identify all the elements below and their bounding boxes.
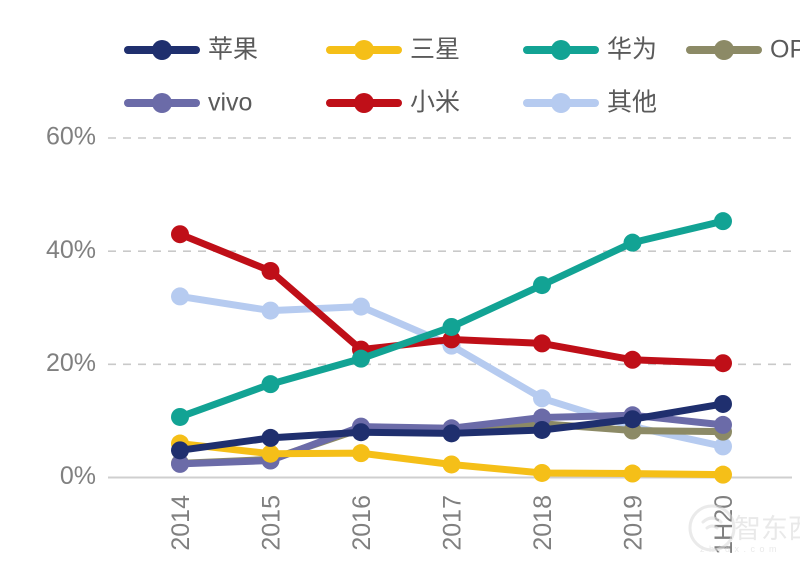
watermark-sub-text: z h i d x . c o m xyxy=(700,544,778,554)
data-point xyxy=(714,394,732,413)
y-axis-ticks: 0% 20% 40% 60% xyxy=(46,123,96,491)
legend-item-华为[interactable]: 华为 xyxy=(523,36,657,64)
data-point xyxy=(714,354,732,373)
series-苹果 xyxy=(171,394,732,460)
x-tick-label: 2019 xyxy=(620,495,648,551)
watermark: 智东西 z h i d x . c o m xyxy=(688,504,800,554)
data-point xyxy=(442,330,461,349)
data-point xyxy=(533,276,551,295)
data-point xyxy=(623,410,642,429)
legend-swatch-marker xyxy=(714,40,734,60)
data-point xyxy=(171,225,189,244)
legend-item-其他[interactable]: 其他 xyxy=(523,89,657,117)
legend-item-OPPO[interactable]: OPPO xyxy=(686,36,800,64)
data-point xyxy=(261,428,280,447)
legend-swatch-marker xyxy=(551,93,571,113)
data-point xyxy=(352,444,370,463)
data-point xyxy=(533,408,551,427)
data-point xyxy=(261,375,280,394)
y-tick-label: 60% xyxy=(46,123,96,151)
data-series xyxy=(171,212,732,484)
legend-item-苹果[interactable]: 苹果 xyxy=(124,36,258,64)
data-point xyxy=(623,464,642,483)
legend-item-vivo[interactable]: vivo xyxy=(124,89,252,117)
data-point xyxy=(533,334,551,353)
legend-swatch-marker xyxy=(354,40,374,60)
data-point xyxy=(533,389,551,408)
x-tick-label: 2017 xyxy=(439,495,467,551)
legend-swatch-marker xyxy=(354,93,374,113)
watermark-wave-inner-icon xyxy=(705,524,719,530)
legend-label: 华为 xyxy=(607,36,657,64)
data-point xyxy=(442,317,461,336)
x-tick-label: 2015 xyxy=(258,495,286,551)
y-tick-label: 0% xyxy=(60,462,96,490)
legend-label: 三星 xyxy=(410,36,460,64)
legend-label: OPPO xyxy=(770,36,800,64)
data-point xyxy=(171,454,189,473)
y-tick-label: 40% xyxy=(46,236,96,264)
series-华为 xyxy=(171,212,732,426)
watermark-main-text: 智东西 xyxy=(734,514,800,544)
data-point xyxy=(261,444,280,463)
data-point xyxy=(623,233,642,252)
legend-swatch-marker xyxy=(152,40,172,60)
x-tick-label: 2016 xyxy=(348,495,376,551)
legend-item-小米[interactable]: 小米 xyxy=(326,89,460,117)
legend-swatch-marker xyxy=(551,40,571,60)
watermark-wave-icon xyxy=(701,516,723,524)
data-point xyxy=(261,301,280,320)
data-point xyxy=(714,465,732,484)
data-point xyxy=(714,212,732,231)
data-point xyxy=(171,287,189,306)
legend-label: 苹果 xyxy=(208,36,258,64)
legend-label: 其他 xyxy=(607,89,657,117)
watermark-circle-icon xyxy=(688,504,736,552)
legend-swatch-marker xyxy=(152,93,172,113)
data-point xyxy=(352,297,370,316)
data-point xyxy=(171,441,189,460)
data-point xyxy=(261,261,280,280)
y-tick-label: 20% xyxy=(46,349,96,377)
data-point xyxy=(714,415,732,434)
chart-legend: 苹果 三星 华为 OPPO vivo 小米 其他 xyxy=(124,36,800,117)
data-point xyxy=(533,463,551,482)
series-三星 xyxy=(171,434,732,484)
data-point xyxy=(714,437,732,456)
data-point xyxy=(352,423,370,442)
data-point xyxy=(533,420,551,439)
data-point xyxy=(171,407,189,426)
legend-label: 小米 xyxy=(410,89,460,117)
x-tick-label: 2014 xyxy=(167,495,195,551)
x-axis-ticks: 2014 2015 2016 2017 2018 2019 1H20 xyxy=(167,495,738,555)
data-point xyxy=(623,350,642,369)
data-point xyxy=(442,455,461,474)
data-point xyxy=(352,349,370,368)
legend-label: vivo xyxy=(208,89,252,117)
data-point xyxy=(442,424,461,443)
x-tick-label: 2018 xyxy=(529,495,557,551)
legend-item-三星[interactable]: 三星 xyxy=(326,36,460,64)
